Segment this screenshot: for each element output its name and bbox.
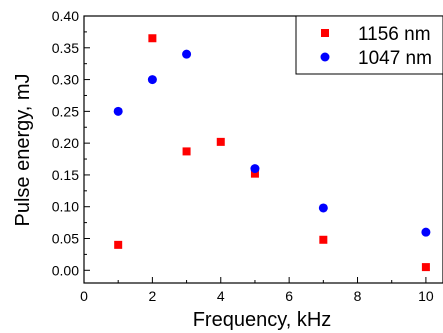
data-point-series-1 [147,75,157,85]
data-point-series-0 [216,137,225,146]
data-point-series-1 [182,49,192,59]
x-axis-title: Frequency, kHz [193,309,332,331]
x-tick-label: 8 [354,288,362,304]
data-point-series-1 [318,203,328,213]
legend-marker-circle [320,52,330,62]
data-point-series-0 [114,240,123,249]
y-tick-label: 0.15 [52,167,79,183]
data-point-series-0 [421,263,430,272]
x-tick-label: 2 [148,288,156,304]
y-axis-ticks: 0.00 0.05 0.10 0.15 0.20 0.25 0.30 0.35 0.40 [52,8,90,278]
x-tick-label: 0 [80,288,88,304]
data-point-series-0 [250,169,259,178]
legend-box [295,15,443,75]
x-axis-ticks: 0 2 4 6 8 10 [80,277,434,304]
y-tick-label: 0.25 [52,103,79,119]
legend: 1156 nm 1047 nm [295,15,443,75]
data-point-series-1 [113,106,123,116]
y-tick-label: 0.00 [52,262,79,278]
y-tick-label: 0.35 [52,40,79,56]
y-tick-label: 0.10 [52,199,79,215]
data-point-series-0 [182,147,191,156]
data-markers [113,34,431,272]
y-tick-label: 0.20 [52,135,79,151]
y-tick-label: 0.40 [52,8,79,24]
y-tick-label: 0.30 [52,72,79,88]
plot-frame [83,15,443,284]
x-tick-label: 6 [285,288,293,304]
x-tick-label: 4 [217,288,225,304]
data-point-series-1 [421,227,431,237]
legend-label: 1156 nm [358,24,431,45]
y-axis-title: Pulse energy, mJ [12,73,34,226]
data-point-series-0 [319,235,328,244]
data-point-series-1 [250,164,260,174]
data-point-series-0 [148,34,157,43]
x-tick-label: 10 [418,288,434,304]
legend-label: 1047 nm [358,48,432,69]
legend-marker-square [321,29,329,37]
y-tick-label: 0.05 [52,231,79,247]
